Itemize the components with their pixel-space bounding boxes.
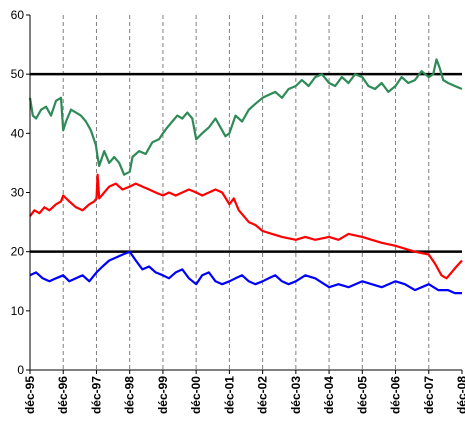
x-tick-label: déc-01: [222, 376, 236, 414]
y-tick-label: 50: [11, 67, 25, 81]
x-tick-label: déc-95: [23, 376, 37, 414]
x-tick-label: déc-98: [123, 376, 137, 414]
y-tick-label: 60: [11, 8, 25, 22]
x-tick-label: déc-08: [455, 376, 465, 414]
x-tick-label: déc-07: [422, 376, 436, 414]
x-tick-label: déc-05: [355, 376, 369, 414]
y-tick-label: 10: [11, 304, 25, 318]
series-line-1: [28, 58, 463, 176]
x-tick-label: déc-02: [256, 376, 270, 414]
y-tick-label: 0: [17, 363, 24, 377]
y-tick-label: 40: [11, 126, 25, 140]
x-tick-label: déc-99: [156, 376, 170, 414]
series-line-2: [29, 173, 463, 280]
x-tick-label: déc-06: [389, 376, 403, 414]
y-tick-label: 20: [11, 245, 25, 259]
series-line-3: [29, 250, 462, 295]
x-tick-label: déc-04: [322, 376, 336, 414]
x-tick-label: déc-97: [89, 376, 103, 414]
x-tick-label: déc-00: [189, 376, 203, 414]
y-tick-label: 30: [11, 186, 25, 200]
x-tick-label: déc-03: [289, 376, 303, 414]
x-tick-label: déc-96: [56, 376, 70, 414]
